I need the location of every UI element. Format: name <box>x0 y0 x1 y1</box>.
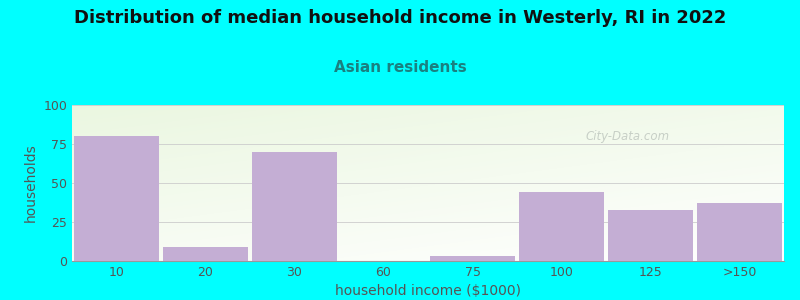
Text: City-Data.com: City-Data.com <box>586 130 670 143</box>
Bar <box>74 136 158 261</box>
Bar <box>163 247 248 261</box>
Bar <box>252 152 337 261</box>
X-axis label: household income ($1000): household income ($1000) <box>335 284 521 298</box>
Text: Asian residents: Asian residents <box>334 60 466 75</box>
Bar <box>430 256 514 261</box>
Bar <box>608 209 693 261</box>
Bar <box>519 192 604 261</box>
Y-axis label: households: households <box>24 144 38 222</box>
Bar <box>698 203 782 261</box>
Text: Distribution of median household income in Westerly, RI in 2022: Distribution of median household income … <box>74 9 726 27</box>
